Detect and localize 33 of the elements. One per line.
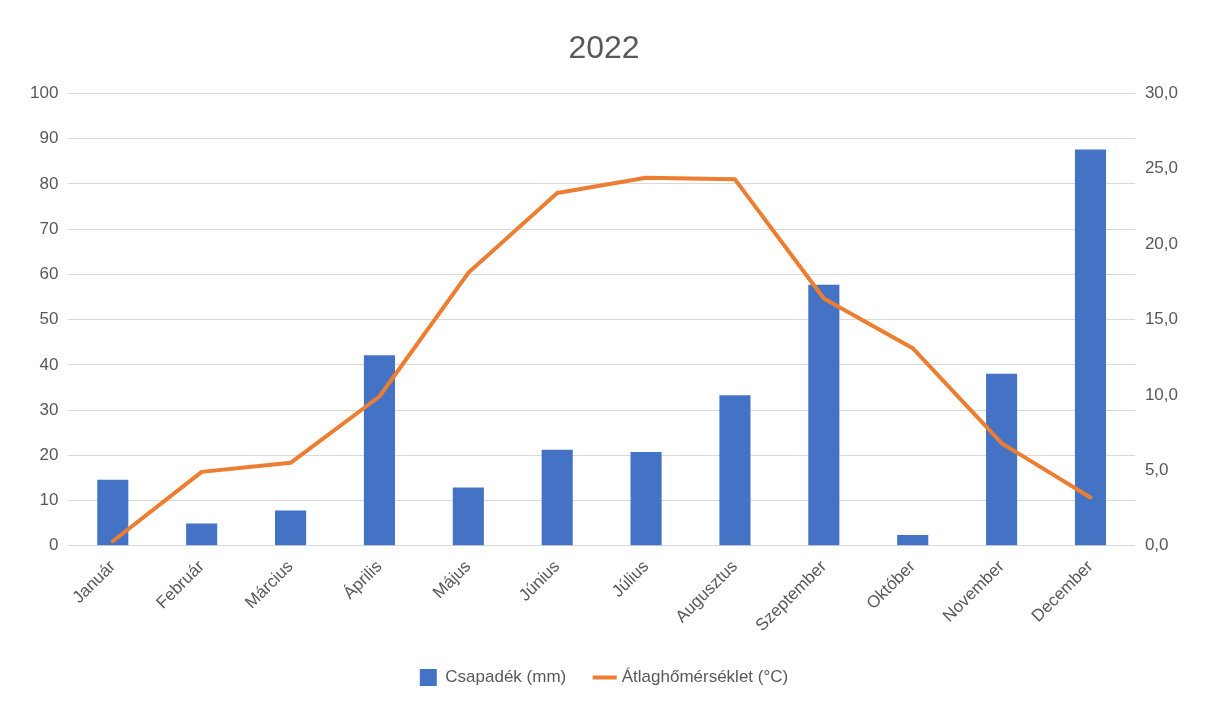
- bar: [186, 523, 218, 546]
- bar: [1074, 149, 1107, 546]
- y-tick-label: 80: [39, 173, 59, 193]
- y-tick-label: 90: [39, 128, 59, 148]
- y-tick-label: 100: [29, 83, 59, 103]
- y-tick-label: 10: [39, 490, 59, 510]
- y2-tick-label: 15,0: [1144, 309, 1179, 329]
- bar: [275, 510, 307, 546]
- y-tick-label: 40: [39, 354, 59, 374]
- y-tick-label: 30: [39, 399, 59, 419]
- legend-label: Átlaghőmérséklet (°C): [621, 667, 789, 687]
- bar: [363, 355, 395, 546]
- chart-title: 2022: [568, 29, 640, 66]
- bar: [719, 395, 751, 546]
- legend-label: Csapadék (mm): [445, 667, 567, 687]
- bar: [541, 449, 573, 546]
- y-tick-label: 60: [39, 264, 59, 284]
- y2-tick-label: 20,0: [1144, 233, 1179, 253]
- y2-tick-label: 5,0: [1144, 460, 1169, 480]
- y-tick-label: 20: [39, 444, 59, 464]
- y2-tick-label: 10,0: [1144, 384, 1179, 404]
- bar: [452, 487, 484, 546]
- bar: [986, 373, 1018, 546]
- bar: [630, 452, 662, 546]
- y2-tick-label: 30,0: [1144, 83, 1179, 103]
- y-tick-label: 70: [39, 218, 59, 238]
- y-tick-label: 0: [48, 535, 59, 555]
- y2-tick-label: 0,0: [1144, 535, 1169, 555]
- y-tick-label: 50: [39, 309, 59, 329]
- bar: [808, 284, 840, 546]
- bar: [97, 479, 129, 546]
- y2-tick-label: 25,0: [1144, 158, 1179, 178]
- bar: [897, 534, 929, 546]
